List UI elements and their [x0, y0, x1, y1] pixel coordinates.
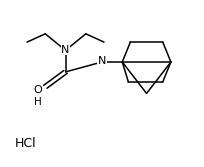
Text: HCl: HCl: [15, 137, 37, 150]
Text: N: N: [61, 45, 70, 55]
Text: N: N: [98, 56, 106, 66]
Text: O: O: [34, 85, 43, 95]
Text: H: H: [34, 97, 42, 107]
